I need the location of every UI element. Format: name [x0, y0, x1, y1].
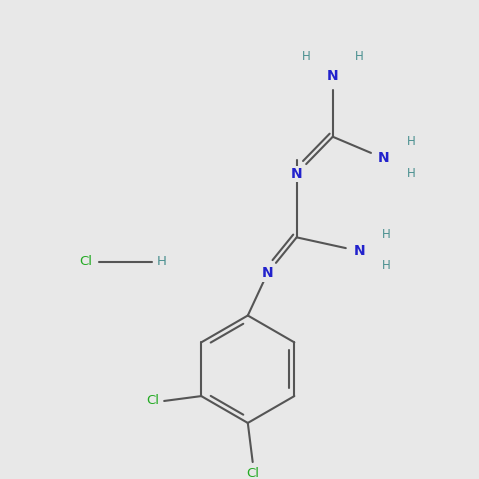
Text: N: N: [378, 151, 389, 165]
Text: H: H: [382, 259, 391, 272]
Text: H: H: [382, 228, 391, 241]
Text: N: N: [262, 266, 273, 281]
Text: H: H: [355, 50, 364, 63]
Text: Cl: Cl: [79, 255, 92, 268]
Text: H: H: [407, 135, 415, 148]
Text: Cl: Cl: [246, 467, 259, 479]
Text: H: H: [302, 50, 311, 63]
Text: H: H: [407, 167, 415, 181]
Text: N: N: [291, 167, 302, 181]
Text: N: N: [354, 244, 365, 258]
Text: H: H: [157, 255, 167, 268]
Text: Cl: Cl: [146, 395, 159, 408]
Text: N: N: [327, 69, 339, 83]
